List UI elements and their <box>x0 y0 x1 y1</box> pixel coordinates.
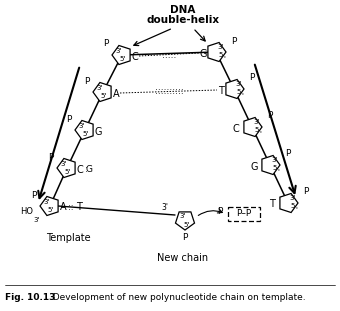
Text: 5: 5 <box>255 127 259 133</box>
Text: Template: Template <box>46 233 90 243</box>
Text: ': ' <box>241 92 243 98</box>
Text: 5: 5 <box>273 165 277 171</box>
Text: Development of new polynucleotide chain on template.: Development of new polynucleotide chain … <box>47 293 306 301</box>
Text: P: P <box>31 191 37 199</box>
Polygon shape <box>226 80 244 99</box>
Text: 3': 3' <box>254 119 260 125</box>
Text: P: P <box>267 112 273 120</box>
Text: :: : <box>85 165 87 174</box>
Text: 3': 3' <box>180 213 186 219</box>
Text: 3': 3' <box>218 44 224 50</box>
Text: double-helix: double-helix <box>147 15 220 25</box>
Text: HO: HO <box>20 207 34 216</box>
Text: P: P <box>48 152 54 161</box>
Text: P: P <box>249 73 255 82</box>
Text: New chain: New chain <box>157 253 208 263</box>
Text: P: P <box>103 39 109 49</box>
Text: T: T <box>76 202 82 212</box>
Text: ': ' <box>295 206 297 212</box>
Text: 3': 3' <box>116 48 122 54</box>
Text: P: P <box>217 207 223 216</box>
Text: C: C <box>233 124 239 134</box>
Text: P: P <box>303 188 309 197</box>
Polygon shape <box>244 118 262 137</box>
Polygon shape <box>175 212 194 230</box>
Polygon shape <box>280 193 298 212</box>
Text: A: A <box>60 202 66 212</box>
Polygon shape <box>57 159 75 178</box>
Text: 5': 5' <box>48 207 54 213</box>
Text: 5: 5 <box>291 203 295 209</box>
Text: P: P <box>285 150 291 159</box>
Text: G: G <box>250 162 258 172</box>
Text: ::: :: <box>68 202 74 211</box>
Text: 5': 5' <box>83 131 89 137</box>
Text: ': ' <box>223 55 225 61</box>
Text: 3': 3' <box>44 199 50 205</box>
Text: 5: 5 <box>237 89 241 95</box>
Text: G: G <box>94 127 102 137</box>
Text: T: T <box>218 86 224 96</box>
Text: Fig. 10.13: Fig. 10.13 <box>5 293 55 301</box>
Text: T: T <box>269 199 275 209</box>
Text: P: P <box>84 77 90 86</box>
Text: DNA: DNA <box>170 5 196 15</box>
Polygon shape <box>208 43 226 62</box>
Polygon shape <box>112 45 130 64</box>
Text: 5: 5 <box>219 52 223 58</box>
Polygon shape <box>262 156 280 174</box>
Text: 5': 5' <box>65 169 71 175</box>
Text: ': ' <box>259 130 261 136</box>
Text: C: C <box>76 165 83 175</box>
Text: 3': 3' <box>236 81 242 87</box>
Text: :::::: ::::: <box>162 50 176 59</box>
Text: P: P <box>182 234 188 243</box>
Text: P: P <box>231 36 237 45</box>
Text: 3': 3' <box>162 203 169 212</box>
Text: C: C <box>132 52 138 62</box>
Text: ::::::::::: :::::::::: <box>155 87 183 96</box>
Text: ': ' <box>277 168 279 174</box>
Text: 3': 3' <box>61 161 67 167</box>
Text: 3': 3' <box>79 123 85 129</box>
Text: G: G <box>199 49 207 59</box>
Text: 5': 5' <box>120 56 126 62</box>
Text: G: G <box>85 165 92 174</box>
Polygon shape <box>93 82 111 101</box>
Text: P: P <box>66 114 72 123</box>
Text: 3': 3' <box>97 85 103 91</box>
Polygon shape <box>40 197 58 216</box>
Text: 3': 3' <box>34 217 40 223</box>
Text: 5': 5' <box>101 93 107 99</box>
Polygon shape <box>75 120 93 140</box>
Text: 3': 3' <box>290 195 296 201</box>
Text: 3': 3' <box>272 157 278 163</box>
Text: 5': 5' <box>184 222 190 228</box>
Text: A: A <box>113 89 119 99</box>
Text: P–P: P–P <box>236 210 252 219</box>
FancyBboxPatch shape <box>228 207 260 221</box>
